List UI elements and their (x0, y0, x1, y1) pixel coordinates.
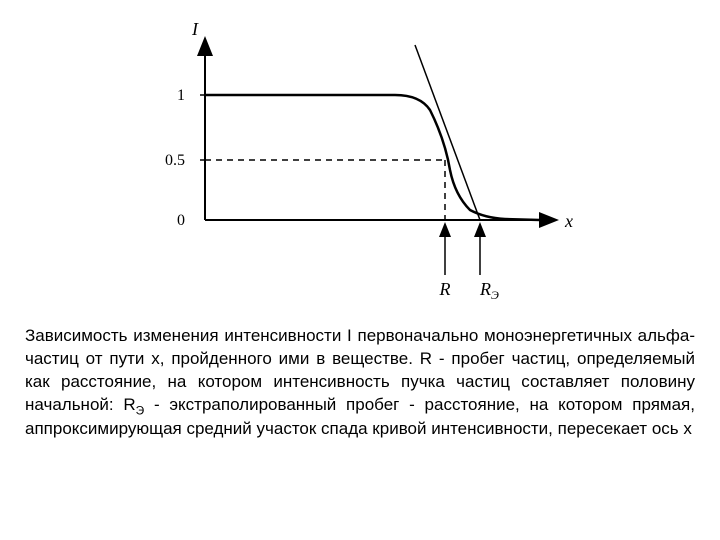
intensity-curve (205, 95, 540, 220)
ytick-label-0: 0 (177, 212, 185, 229)
ytick-label-1: 1 (177, 87, 185, 104)
caption-subscript: Э (136, 403, 145, 417)
figure-caption: Зависимость изменения интенсивности I пе… (20, 325, 700, 441)
y-axis-label: I (191, 20, 199, 39)
ytick-label-05: 0.5 (165, 152, 185, 169)
x-axis-label: x (564, 211, 573, 231)
r-marker-label: R (439, 279, 451, 299)
chart-svg: I x 1 0.5 0 R RЭ (135, 20, 585, 310)
intensity-chart: I x 1 0.5 0 R RЭ (135, 20, 585, 310)
re-marker-label: RЭ (479, 279, 499, 302)
tangent-line (415, 45, 480, 220)
